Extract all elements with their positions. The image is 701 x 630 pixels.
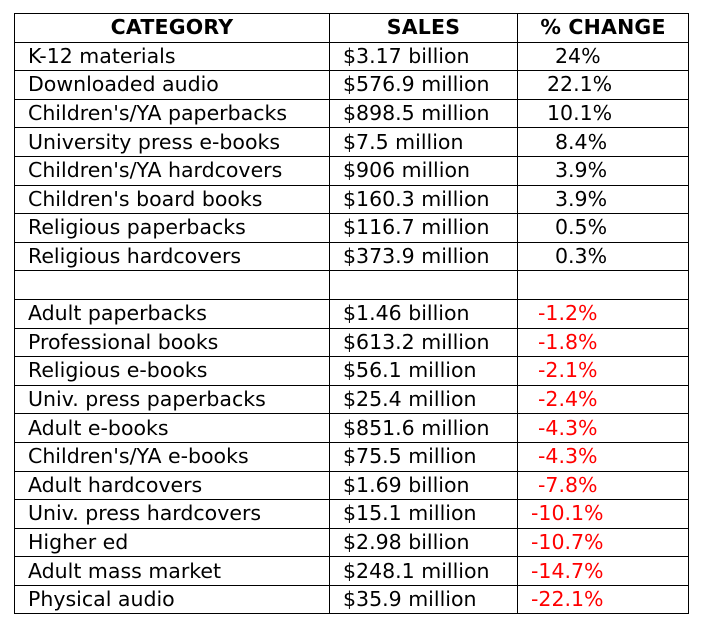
percent-change-cell: 22.1% xyxy=(517,70,689,100)
sales-cell: $25.4 million xyxy=(329,384,518,415)
percent-change-cell: -2.1% xyxy=(517,356,689,386)
category-cell: Adult e-books xyxy=(14,413,330,443)
sales-cell: $898.5 million xyxy=(329,98,518,129)
category-cell: Religious hardcovers xyxy=(14,241,330,272)
percent-change-cell: 3.9% xyxy=(517,155,689,186)
sales-cell: $248.1 million xyxy=(329,556,518,586)
category-cell: Higher ed xyxy=(14,527,330,558)
category-cell: Univ. press hardcovers xyxy=(14,499,330,529)
sales-cell: $3.17 billion xyxy=(329,41,518,72)
separator-row xyxy=(14,270,689,300)
category-cell: Religious paperbacks xyxy=(14,213,330,243)
category-cell: Adult mass market xyxy=(14,556,330,586)
percent-change-cell: 8.4% xyxy=(517,127,689,157)
sales-cell: $35.9 million xyxy=(329,584,518,615)
table-row: Adult e-books $851.6 million -4.3% xyxy=(14,413,689,443)
category-cell: Children's/YA e-books xyxy=(14,441,330,472)
sales-cell: $1.46 billion xyxy=(329,298,518,329)
sales-cell: $160.3 million xyxy=(329,184,518,215)
table-row: University press e-books $7.5 million 8.4% xyxy=(14,127,689,157)
empty-cell xyxy=(517,270,689,300)
empty-cell xyxy=(329,270,518,300)
empty-cell xyxy=(14,270,330,300)
header-row: CATEGORY SALES % CHANGE xyxy=(14,13,689,43)
sales-cell: $613.2 million xyxy=(329,327,518,358)
category-cell: Children's/YA paperbacks xyxy=(14,98,330,129)
change-column-header: % CHANGE xyxy=(517,13,689,43)
category-cell: Physical audio xyxy=(14,584,330,615)
table-row: Children's board books $160.3 million 3.9% xyxy=(14,184,689,215)
percent-change-cell: -7.8% xyxy=(517,470,689,501)
table-body: K-12 materials $3.17 billion 24% Downloaded… xyxy=(14,41,689,615)
category-cell: Adult paperbacks xyxy=(14,298,330,329)
sales-cell: $373.9 million xyxy=(329,241,518,272)
table-row: Religious paperbacks $116.7 million 0.5% xyxy=(14,213,689,243)
category-cell: Children's/YA hardcovers xyxy=(14,155,330,186)
percent-change-cell: -1.8% xyxy=(517,327,689,358)
table-row: Adult hardcovers $1.69 billion -7.8% xyxy=(14,470,689,501)
sales-change-table: CATEGORY SALES % CHANGE K-12 materials $3… xyxy=(14,13,689,615)
percent-change-cell: 0.5% xyxy=(517,213,689,243)
percent-change-cell: -4.3% xyxy=(517,413,689,443)
category-cell: University press e-books xyxy=(14,127,330,157)
sales-cell: $851.6 million xyxy=(329,413,518,443)
sales-cell: $1.69 billion xyxy=(329,470,518,501)
sales-cell: $2.98 billion xyxy=(329,527,518,558)
category-cell: Adult hardcovers xyxy=(14,470,330,501)
percent-change-cell: -4.3% xyxy=(517,441,689,472)
percent-change-cell: -10.1% xyxy=(517,499,689,529)
table-row: Physical audio $35.9 million -22.1% xyxy=(14,584,689,615)
category-cell: Religious e-books xyxy=(14,356,330,386)
table-row: Downloaded audio $576.9 million 22.1% xyxy=(14,70,689,100)
percent-change-cell: 3.9% xyxy=(517,184,689,215)
table-row: Adult mass market $248.1 million -14.7% xyxy=(14,556,689,586)
category-column-header: CATEGORY xyxy=(14,13,330,43)
percent-change-cell: 24% xyxy=(517,41,689,72)
percent-change-cell: 10.1% xyxy=(517,98,689,129)
table-row: Children's/YA paperbacks $898.5 million 10… xyxy=(14,98,689,129)
table-row: Univ. press hardcovers $15.1 million -10.1… xyxy=(14,499,689,529)
table-row: Adult paperbacks $1.46 billion -1.2% xyxy=(14,298,689,329)
sales-cell: $906 million xyxy=(329,155,518,186)
sales-cell: $75.5 million xyxy=(329,441,518,472)
table-row: Children's/YA hardcovers $906 million 3.9% xyxy=(14,155,689,186)
sales-cell: $15.1 million xyxy=(329,499,518,529)
sales-cell: $576.9 million xyxy=(329,70,518,100)
category-cell: K-12 materials xyxy=(14,41,330,72)
table-row: Univ. press paperbacks $25.4 million -2.4% xyxy=(14,384,689,415)
category-cell: Professional books xyxy=(14,327,330,358)
percent-change-cell: 0.3% xyxy=(517,241,689,272)
table-row: Children's/YA e-books $75.5 million -4.3% xyxy=(14,441,689,472)
sales-cell: $116.7 million xyxy=(329,213,518,243)
table-row: Religious hardcovers $373.9 million 0.3% xyxy=(14,241,689,272)
sales-cell: $7.5 million xyxy=(329,127,518,157)
sales-column-header: SALES xyxy=(329,13,518,43)
percent-change-cell: -2.4% xyxy=(517,384,689,415)
sales-cell: $56.1 million xyxy=(329,356,518,386)
table-row: K-12 materials $3.17 billion 24% xyxy=(14,41,689,72)
category-cell: Children's board books xyxy=(14,184,330,215)
percent-change-cell: -1.2% xyxy=(517,298,689,329)
percent-change-cell: -22.1% xyxy=(517,584,689,615)
table-row: Professional books $613.2 million -1.8% xyxy=(14,327,689,358)
category-cell: Univ. press paperbacks xyxy=(14,384,330,415)
table-row: Religious e-books $56.1 million -2.1% xyxy=(14,356,689,386)
percent-change-cell: -14.7% xyxy=(517,556,689,586)
percent-change-cell: -10.7% xyxy=(517,527,689,558)
category-cell: Downloaded audio xyxy=(14,70,330,100)
table-row: Higher ed $2.98 billion -10.7% xyxy=(14,527,689,558)
